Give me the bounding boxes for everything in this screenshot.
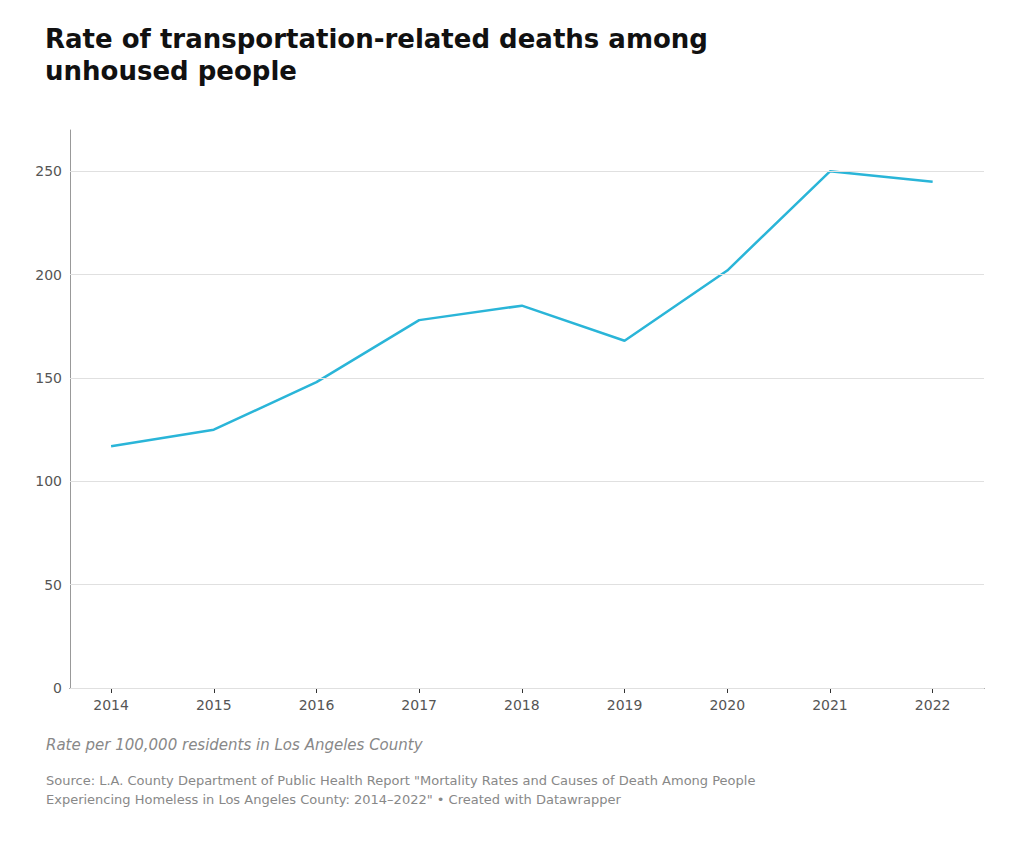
svg-text:2019: 2019 [607,697,643,713]
svg-text:2020: 2020 [709,697,745,713]
svg-text:150: 150 [35,370,62,386]
svg-text:Rate of transportation-related: Rate of transportation-related deaths am… [45,24,708,54]
svg-text:0: 0 [53,680,62,696]
svg-text:Experiencing Homeless in Los A: Experiencing Homeless in Los Angeles Cou… [46,792,621,807]
svg-text:2021: 2021 [812,697,848,713]
svg-text:200: 200 [35,267,62,283]
svg-text:2017: 2017 [401,697,437,713]
svg-text:2015: 2015 [196,697,232,713]
svg-text:unhoused people: unhoused people [45,56,297,86]
svg-text:100: 100 [35,473,62,489]
svg-text:2014: 2014 [93,697,129,713]
svg-text:2022: 2022 [915,697,951,713]
svg-text:Source: L.A. County Department: Source: L.A. County Department of Public… [46,773,755,788]
svg-text:2016: 2016 [299,697,335,713]
svg-text:Rate per 100,000 residents in: Rate per 100,000 residents in Los Angele… [46,736,424,754]
svg-text:2018: 2018 [504,697,540,713]
svg-text:250: 250 [35,163,62,179]
svg-text:50: 50 [44,577,62,593]
